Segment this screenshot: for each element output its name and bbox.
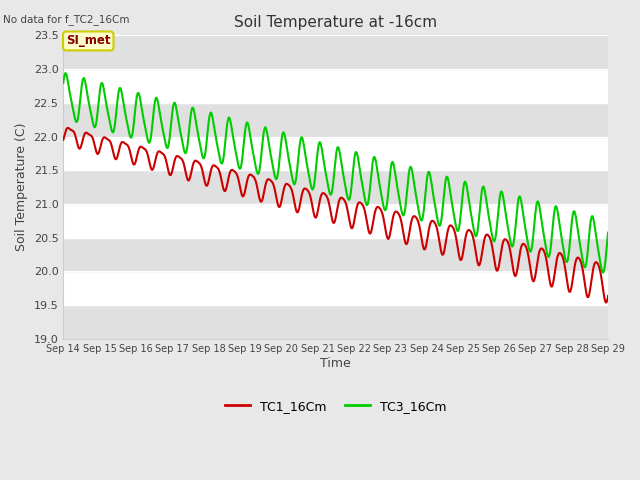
Y-axis label: Soil Temperature (C): Soil Temperature (C)	[15, 123, 28, 252]
Bar	[63, 170, 608, 204]
Bar	[63, 136, 608, 170]
Bar	[63, 69, 608, 103]
Legend: TC1_16Cm, TC3_16Cm: TC1_16Cm, TC3_16Cm	[220, 395, 452, 418]
Bar	[63, 204, 608, 238]
Bar	[63, 272, 608, 305]
Text: No data for f_TC2_16Cm: No data for f_TC2_16Cm	[3, 14, 130, 25]
Bar	[63, 36, 608, 69]
Text: SI_met: SI_met	[66, 35, 111, 48]
Bar	[63, 103, 608, 136]
Title: Soil Temperature at -16cm: Soil Temperature at -16cm	[234, 15, 437, 30]
Bar	[63, 238, 608, 272]
Bar	[63, 305, 608, 339]
X-axis label: Time: Time	[320, 357, 351, 370]
